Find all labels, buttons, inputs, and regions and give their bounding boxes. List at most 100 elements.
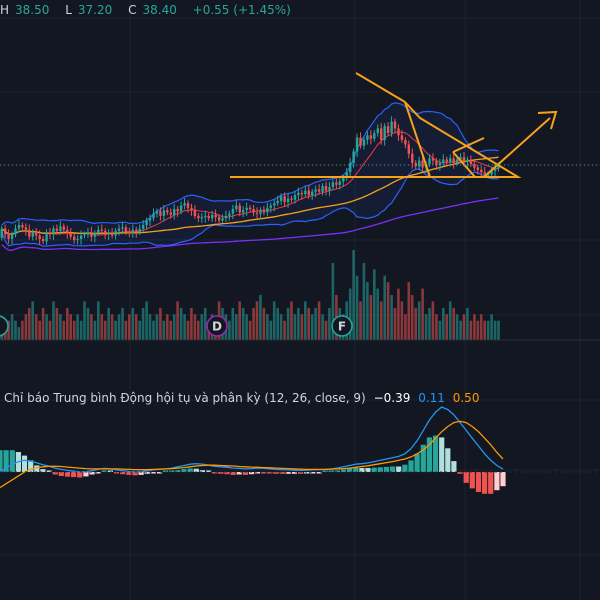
candle-body[interactable] bbox=[487, 174, 490, 176]
candle-body[interactable] bbox=[228, 213, 231, 216]
candle-body[interactable] bbox=[0, 228, 3, 238]
event-marker[interactable] bbox=[0, 315, 9, 337]
candle-body[interactable] bbox=[390, 121, 393, 134]
candle-body[interactable] bbox=[73, 236, 76, 241]
candle-body[interactable] bbox=[117, 228, 121, 231]
candle-body[interactable] bbox=[10, 234, 14, 239]
candle-body[interactable] bbox=[383, 126, 386, 140]
candle-body[interactable] bbox=[466, 159, 469, 162]
candle-body[interactable] bbox=[290, 198, 293, 200]
candle-body[interactable] bbox=[114, 230, 117, 236]
candle-body[interactable] bbox=[142, 225, 145, 229]
breakout-arrow-shaft[interactable] bbox=[483, 117, 551, 178]
candle-body[interactable] bbox=[235, 205, 238, 210]
candle-body[interactable] bbox=[411, 153, 414, 163]
candle-body[interactable] bbox=[155, 211, 159, 214]
candle-body[interactable] bbox=[145, 220, 148, 226]
candle-body[interactable] bbox=[445, 159, 448, 162]
candle-body[interactable] bbox=[238, 205, 241, 213]
candle-body[interactable] bbox=[262, 210, 266, 213]
candle-body[interactable] bbox=[317, 189, 321, 192]
candle-body[interactable] bbox=[4, 228, 7, 235]
candle-body[interactable] bbox=[435, 160, 438, 166]
candle-body[interactable] bbox=[386, 126, 390, 133]
candle-body[interactable] bbox=[476, 167, 479, 170]
candle-body[interactable] bbox=[211, 214, 214, 219]
candle-body[interactable] bbox=[311, 191, 314, 196]
candle-body[interactable] bbox=[438, 162, 442, 166]
candle-body[interactable] bbox=[428, 158, 431, 165]
candle-body[interactable] bbox=[473, 164, 476, 168]
candle-body[interactable] bbox=[497, 165, 500, 169]
candle-body[interactable] bbox=[252, 209, 255, 213]
candle-body[interactable] bbox=[362, 139, 366, 146]
candle-body[interactable] bbox=[242, 210, 245, 213]
candle-body[interactable] bbox=[97, 229, 100, 234]
candle-body[interactable] bbox=[314, 189, 317, 192]
candle-body[interactable] bbox=[248, 207, 252, 209]
candle-body[interactable] bbox=[293, 195, 297, 200]
candle-body[interactable] bbox=[304, 190, 307, 195]
candle-body[interactable] bbox=[35, 232, 38, 236]
candle-body[interactable] bbox=[190, 207, 193, 211]
candle-body[interactable] bbox=[221, 218, 224, 221]
candle-body[interactable] bbox=[255, 212, 259, 214]
candle-body[interactable] bbox=[349, 162, 352, 173]
candle-body[interactable] bbox=[41, 238, 45, 242]
candle-body[interactable] bbox=[469, 159, 473, 165]
candle-body[interactable] bbox=[128, 232, 131, 234]
candle-body[interactable] bbox=[449, 158, 452, 162]
candle-body[interactable] bbox=[7, 234, 10, 239]
candle-body[interactable] bbox=[283, 196, 286, 203]
candle-body[interactable] bbox=[110, 233, 114, 236]
candle-body[interactable] bbox=[335, 182, 338, 185]
candle-body[interactable] bbox=[366, 135, 369, 140]
candle-body[interactable] bbox=[279, 196, 283, 201]
candle-body[interactable] bbox=[193, 210, 197, 216]
candle-body[interactable] bbox=[414, 162, 417, 167]
candle-body[interactable] bbox=[490, 171, 493, 175]
candle-body[interactable] bbox=[200, 217, 203, 219]
candle-body[interactable] bbox=[493, 168, 497, 171]
candle-body[interactable] bbox=[90, 232, 93, 237]
candle-body[interactable] bbox=[355, 137, 359, 152]
candle-body[interactable] bbox=[152, 213, 155, 219]
candle-body[interactable] bbox=[104, 230, 107, 235]
candle-body[interactable] bbox=[76, 238, 79, 241]
candlesticks[interactable] bbox=[0, 116, 500, 245]
candle-body[interactable] bbox=[483, 172, 486, 175]
candle-body[interactable] bbox=[121, 227, 124, 229]
financials-marker[interactable] bbox=[331, 315, 353, 337]
candle-body[interactable] bbox=[14, 228, 17, 235]
trendline-top-left[interactable] bbox=[355, 72, 406, 103]
candle-body[interactable] bbox=[342, 177, 345, 182]
candle-body[interactable] bbox=[442, 159, 445, 164]
candle-body[interactable] bbox=[166, 210, 169, 213]
candle-body[interactable] bbox=[297, 192, 300, 196]
dividend-marker[interactable] bbox=[206, 315, 228, 337]
candle-body[interactable] bbox=[462, 157, 466, 162]
triangle-pattern[interactable] bbox=[404, 101, 522, 178]
candle-body[interactable] bbox=[480, 169, 483, 173]
candle-body[interactable] bbox=[183, 203, 186, 206]
candle-body[interactable] bbox=[352, 151, 355, 163]
candle-body[interactable] bbox=[186, 203, 190, 208]
candle-body[interactable] bbox=[124, 227, 128, 232]
candle-body[interactable] bbox=[31, 232, 34, 237]
candle-body[interactable] bbox=[245, 207, 248, 211]
candle-body[interactable] bbox=[107, 233, 110, 235]
candle-body[interactable] bbox=[380, 128, 383, 140]
candle-body[interactable] bbox=[55, 228, 59, 231]
candle-body[interactable] bbox=[62, 226, 65, 230]
trendline-drawings[interactable] bbox=[230, 72, 558, 178]
candle-body[interactable] bbox=[331, 182, 335, 188]
candle-body[interactable] bbox=[52, 228, 55, 235]
candle-body[interactable] bbox=[179, 205, 183, 212]
candle-body[interactable] bbox=[217, 217, 221, 221]
candle-body[interactable] bbox=[286, 198, 290, 203]
candle-body[interactable] bbox=[273, 203, 276, 206]
candle-body[interactable] bbox=[86, 232, 90, 235]
candle-body[interactable] bbox=[369, 135, 373, 139]
